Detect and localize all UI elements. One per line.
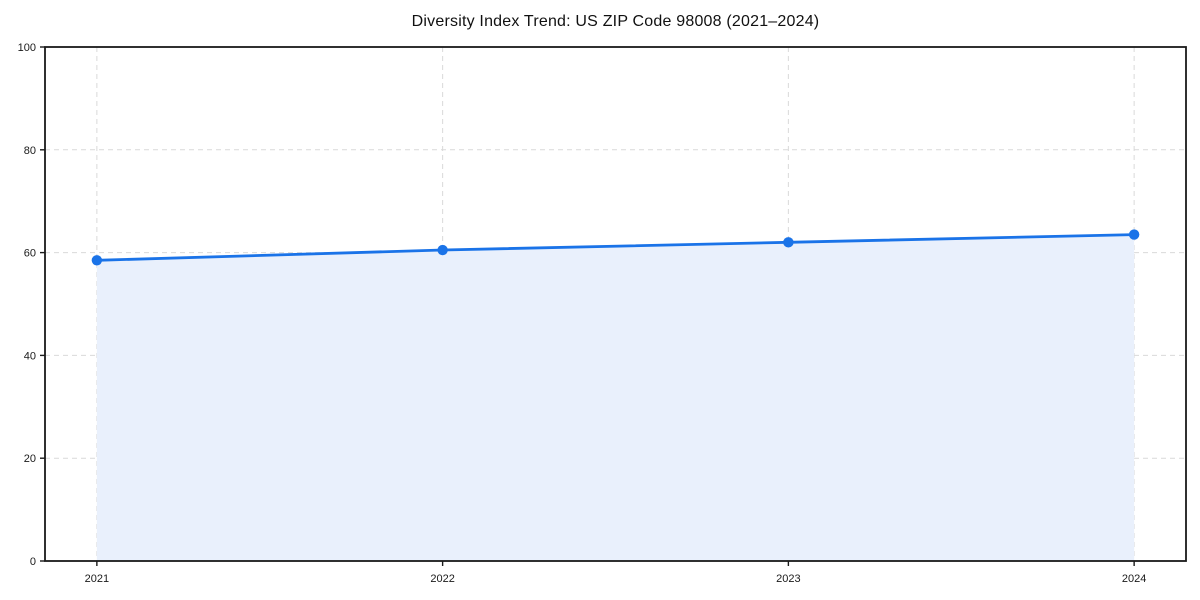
data-point-marker [783,237,794,248]
y-tick-label: 40 [24,350,36,362]
data-point-marker [91,255,103,266]
area-fill [96,234,1135,562]
x-tick-label: 2022 [430,573,454,585]
x-tick-label: 2021 [85,573,109,585]
data-line [95,233,1136,262]
y-tick-label: 20 [24,453,36,465]
y-tick-label: 0 [30,556,36,568]
chart-title: Diversity Index Trend: US ZIP Code 98008… [411,13,820,30]
y-tick-label: 60 [24,248,36,260]
plot-border [44,46,1187,562]
y-tick-label: 100 [18,42,36,54]
x-tick-label: 2024 [1122,573,1146,585]
y-axis: 0 20 40 60 80 100 [18,42,45,568]
x-tick-label: 2023 [776,573,800,585]
x-axis: 2021 2022 2023 2024 [85,561,1146,585]
data-point-marker [437,244,448,256]
y-tick-label: 80 [24,145,36,157]
data-point-marker [1128,229,1140,240]
data-markers [91,229,1140,266]
